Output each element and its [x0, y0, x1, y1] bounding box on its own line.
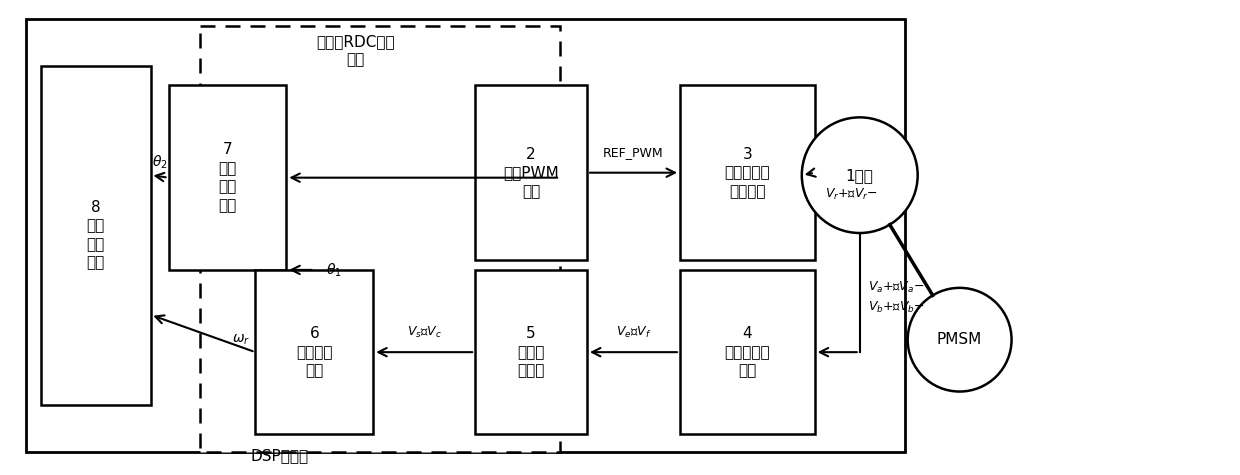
Text: $\omega_r$: $\omega_r$ [232, 333, 250, 347]
Bar [680, 270, 815, 435]
Text: $V_e$、$V_f$: $V_e$、$V_f$ [616, 325, 651, 340]
Circle shape [908, 288, 1012, 391]
Text: $\theta_2$: $\theta_2$ [151, 154, 167, 171]
Bar [169, 86, 286, 270]
Bar [255, 270, 373, 435]
Text: 3
励磁信号放
大与滤波: 3 励磁信号放 大与滤波 [724, 147, 770, 199]
Text: 全数字RDC解码
模块: 全数字RDC解码 模块 [316, 34, 394, 67]
Bar [475, 86, 587, 260]
Text: $\theta_1$: $\theta_1$ [326, 261, 342, 279]
Circle shape [802, 117, 918, 233]
Text: 4
正余弦信号
调理: 4 正余弦信号 调理 [724, 326, 770, 378]
Text: REF_PWM: REF_PWM [603, 146, 663, 159]
Text: 8
电机
控制
算法: 8 电机 控制 算法 [87, 200, 104, 270]
Bar [26, 19, 905, 452]
Text: PMSM: PMSM [937, 332, 982, 347]
Bar [680, 86, 815, 260]
Text: $V_r$+、$V_r$−: $V_r$+、$V_r$− [825, 187, 878, 202]
Bar [41, 66, 150, 405]
Text: 1旋变: 1旋变 [846, 168, 874, 183]
Text: 7
线序
识别
模块: 7 线序 识别 模块 [218, 142, 237, 213]
Text: $V_s$、$V_c$: $V_s$、$V_c$ [407, 325, 441, 340]
Text: $V_b$+、$V_b$−: $V_b$+、$V_b$− [868, 300, 925, 315]
Bar [475, 270, 587, 435]
Bar [201, 26, 560, 452]
Text: $V_a$+、$V_a$−: $V_a$+、$V_a$− [868, 280, 924, 295]
Text: 5
旋变信
号解调: 5 旋变信 号解调 [517, 326, 544, 378]
Text: DSP控制器: DSP控制器 [250, 448, 309, 463]
Text: 2
励磁PWM
产生: 2 励磁PWM 产生 [503, 147, 559, 199]
Text: 6
轴角数字
转换: 6 轴角数字 转换 [296, 326, 332, 378]
